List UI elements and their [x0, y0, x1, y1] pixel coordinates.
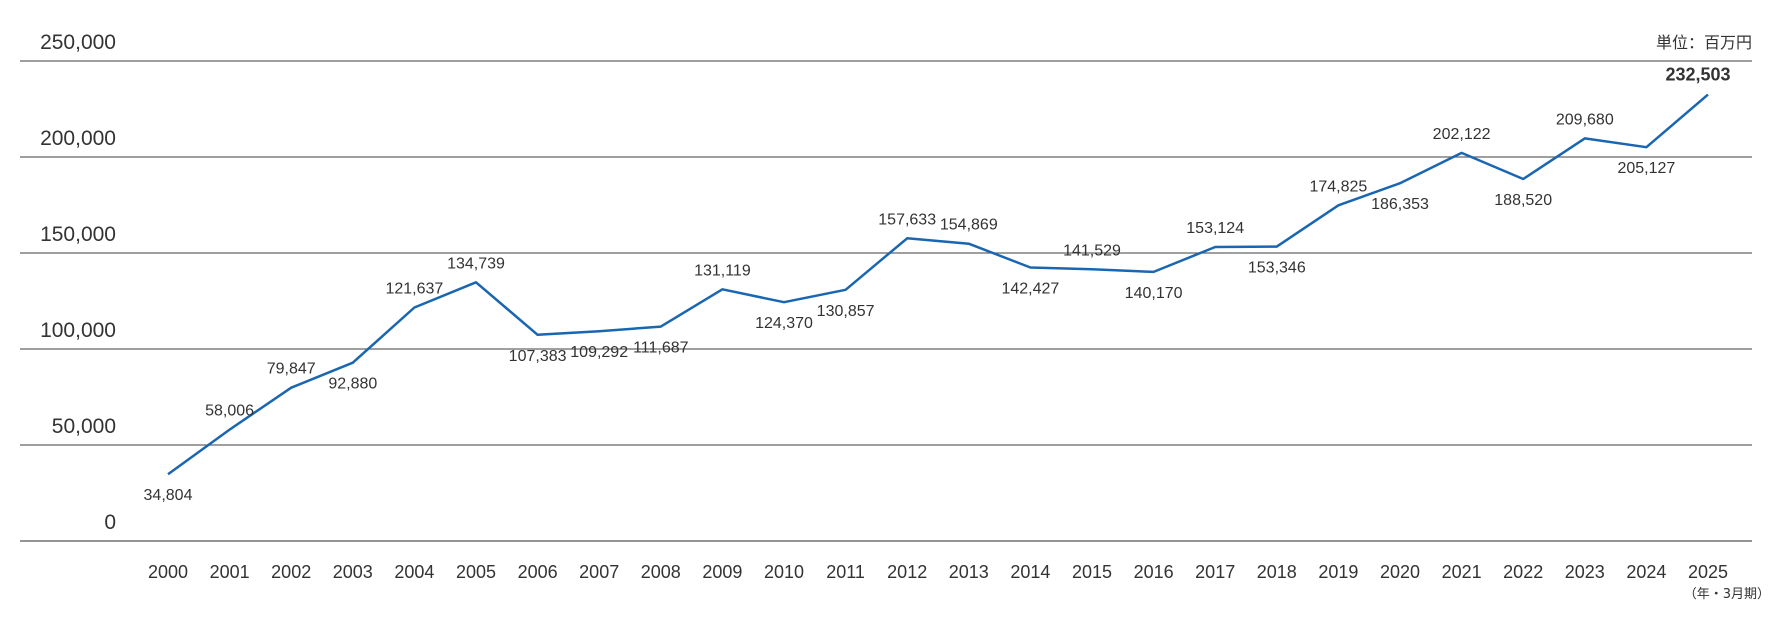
x-tick-label: 2018	[1257, 562, 1297, 582]
data-label: 153,346	[1248, 260, 1306, 277]
data-label: 188,520	[1494, 192, 1552, 209]
data-label: 186,353	[1371, 196, 1429, 213]
data-label: 111,687	[633, 340, 689, 357]
x-tick-label: 2002	[271, 562, 311, 582]
x-tick-label: 2025	[1688, 562, 1728, 582]
y-tick-label: 50,000	[52, 415, 116, 438]
x-tick-label: 2006	[518, 562, 558, 582]
x-tick-label: 2012	[887, 562, 927, 582]
x-tick-label: 2000	[148, 562, 188, 582]
data-label: 131,119	[694, 262, 751, 279]
data-label: 202,122	[1433, 126, 1491, 143]
data-label: 232,503	[1665, 65, 1730, 85]
data-label: 92,880	[328, 376, 377, 393]
x-tick-label: 2021	[1442, 562, 1482, 582]
grid-lines	[20, 60, 1752, 542]
data-label: 174,825	[1309, 178, 1367, 195]
x-tick-label: 2015	[1072, 562, 1112, 582]
data-label: 205,127	[1617, 160, 1675, 177]
x-tick-label: 2020	[1380, 562, 1420, 582]
data-label: 121,637	[385, 280, 443, 297]
x-tick-label: 2007	[579, 562, 619, 582]
series-line	[167, 93, 1709, 476]
data-label: 157,633	[878, 211, 936, 228]
x-tick-label: 2014	[1010, 562, 1050, 582]
x-tick-label: 2010	[764, 562, 804, 582]
y-tick-label: 0	[104, 511, 116, 534]
data-label: 154,869	[940, 217, 998, 234]
x-tick-label: 2011	[826, 562, 865, 582]
y-tick-label: 150,000	[40, 223, 116, 246]
x-tick-label: 2024	[1626, 562, 1666, 582]
data-label: 34,804	[144, 487, 193, 504]
y-tick-label: 200,000	[40, 127, 116, 150]
x-tick-label: 2013	[949, 562, 989, 582]
data-label: 153,124	[1186, 220, 1244, 237]
x-tick-label: 2016	[1134, 562, 1174, 582]
y-tick-label: 100,000	[40, 319, 116, 342]
data-label: 209,680	[1556, 111, 1614, 128]
data-label: 141,529	[1063, 242, 1121, 259]
data-label: 142,427	[1001, 281, 1059, 298]
data-label: 58,006	[205, 403, 254, 420]
x-tick-label: 2022	[1503, 562, 1543, 582]
data-label: 134,739	[447, 255, 505, 272]
data-label: 124,370	[755, 315, 813, 332]
data-label: 107,383	[509, 348, 567, 365]
x-tick-label: 2008	[641, 562, 681, 582]
y-tick-label: 250,000	[40, 31, 116, 54]
x-tick-label: 2001	[210, 562, 250, 582]
data-label: 109,292	[570, 344, 628, 361]
x-tick-label: 2019	[1318, 562, 1358, 582]
x-tick-label: 2004	[394, 562, 434, 582]
x-period-label: （年・3月期）	[1684, 587, 1770, 602]
data-label: 140,170	[1125, 285, 1183, 302]
x-axis-ticks: 2000 2001 2002 2003 2004 2005 2006 2007 2008 2009…	[148, 562, 1728, 582]
y-axis-ticks: 0 50,000 100,000 150,000 200,000 250,000	[40, 31, 116, 534]
data-label: 79,847	[267, 361, 316, 378]
x-tick-label: 2003	[333, 562, 373, 582]
x-tick-label: 2005	[456, 562, 496, 582]
x-tick-label: 2023	[1565, 562, 1605, 582]
x-tick-label: 2009	[702, 562, 742, 582]
x-tick-label: 2017	[1195, 562, 1235, 582]
unit-label: 単位：百万円	[1656, 33, 1752, 52]
data-label: 130,857	[817, 303, 875, 320]
